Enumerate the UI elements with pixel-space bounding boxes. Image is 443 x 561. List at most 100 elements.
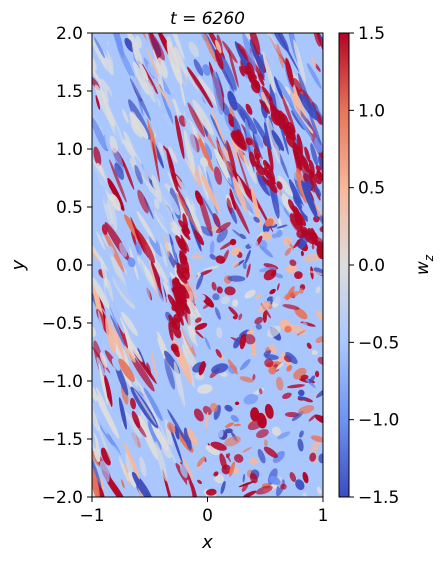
- vorticity-streak: [92, 161, 117, 202]
- vorticity-streak: [277, 175, 293, 197]
- vorticity-streak: [275, 229, 283, 238]
- vorticity-streak: [174, 98, 179, 117]
- vorticity-streak: [282, 304, 300, 310]
- vorticity-streak: [235, 401, 240, 406]
- vorticity-streak: [203, 265, 220, 271]
- vorticity-streak: [264, 403, 274, 419]
- vorticity-streak: [216, 286, 223, 294]
- vorticity-streak: [109, 444, 122, 460]
- vorticity-streak: [246, 329, 255, 336]
- vorticity-streak: [292, 195, 303, 210]
- vorticity-streak: [250, 341, 257, 357]
- x-tick-label: −1: [79, 506, 104, 526]
- vorticity-streak: [155, 441, 168, 482]
- vorticity-streak: [121, 158, 135, 190]
- vorticity-streak: [179, 250, 188, 261]
- vorticity-streak: [210, 402, 219, 413]
- vorticity-streak: [256, 376, 268, 388]
- vorticity-streak: [227, 359, 238, 375]
- colorbar-tick-label: −0.5: [358, 333, 399, 353]
- vorticity-streak: [263, 167, 271, 179]
- vorticity-streak: [181, 267, 190, 281]
- vorticity-streak: [234, 102, 258, 134]
- vorticity-streak: [152, 141, 160, 183]
- vorticity-streak: [267, 141, 274, 171]
- vorticity-streak: [173, 242, 178, 254]
- vorticity-streak: [215, 348, 222, 358]
- vorticity-streak: [263, 350, 271, 357]
- vorticity-streak: [118, 397, 127, 430]
- vorticity-streak: [114, 162, 125, 180]
- vorticity-streak: [297, 438, 304, 452]
- vorticity-streak: [285, 57, 294, 88]
- vorticity-streak: [224, 436, 241, 447]
- vorticity-streak: [186, 460, 193, 471]
- vorticity-streak: [188, 119, 200, 140]
- vorticity-streak: [92, 55, 97, 72]
- vorticity-streak: [220, 480, 226, 495]
- vorticity-streak: [212, 70, 224, 116]
- vorticity-streak: [92, 403, 108, 435]
- vorticity-streak: [294, 271, 303, 280]
- vorticity-streak: [282, 392, 292, 400]
- vorticity-streak: [258, 388, 263, 395]
- vorticity-streak: [211, 108, 226, 145]
- vorticity-streak: [315, 286, 321, 294]
- vorticity-streak: [124, 37, 135, 52]
- vorticity-streak: [297, 395, 308, 401]
- vorticity-streak: [276, 376, 284, 391]
- vorticity-streak: [314, 414, 323, 424]
- vorticity-streak: [107, 177, 125, 212]
- vorticity-streak: [243, 154, 257, 184]
- vorticity-streak: [168, 146, 178, 164]
- y-tick-label: 0.0: [56, 256, 83, 276]
- vorticity-streak: [103, 38, 126, 82]
- vorticity-streak: [211, 281, 217, 291]
- vorticity-streak: [307, 270, 323, 276]
- vorticity-streak: [135, 298, 147, 324]
- vorticity-streak: [241, 482, 249, 492]
- vorticity-streak: [226, 140, 237, 175]
- vorticity-streak: [100, 447, 111, 466]
- vorticity-streak: [98, 410, 110, 435]
- vorticity-streak: [319, 33, 323, 46]
- vorticity-streak: [306, 352, 313, 362]
- vorticity-streak: [160, 204, 173, 223]
- vorticity-streak: [176, 308, 184, 326]
- vorticity-streak: [227, 90, 238, 111]
- vorticity-streak: [201, 173, 221, 213]
- vorticity-streak: [167, 33, 185, 60]
- vorticity-streak: [146, 47, 161, 80]
- vorticity-streak: [124, 86, 131, 99]
- vorticity-streak: [166, 148, 179, 192]
- vorticity-streak: [302, 471, 309, 484]
- vorticity-streak: [196, 456, 206, 467]
- vorticity-streak: [304, 146, 311, 163]
- vorticity-streak: [271, 130, 285, 152]
- vorticity-streak: [136, 211, 157, 244]
- vorticity-streak: [255, 163, 266, 176]
- colorbar-tick-label: 0.5: [358, 179, 385, 199]
- vorticity-streak: [138, 414, 159, 460]
- vorticity-streak: [179, 395, 189, 422]
- vorticity-streak: [113, 323, 125, 364]
- vorticity-streak: [239, 333, 247, 350]
- vorticity-streak: [232, 299, 239, 307]
- vorticity-streak: [315, 165, 322, 172]
- vorticity-streak: [310, 435, 323, 443]
- vorticity-streak: [214, 307, 221, 320]
- vorticity-streak: [239, 233, 247, 239]
- vorticity-streak: [95, 387, 107, 408]
- vorticity-streak: [298, 389, 305, 397]
- vorticity-streak: [97, 310, 107, 345]
- vorticity-streak: [134, 164, 143, 185]
- vorticity-streak: [213, 166, 223, 185]
- vorticity-streak: [146, 362, 152, 376]
- vorticity-streak: [110, 193, 121, 212]
- vorticity-streak: [316, 169, 322, 178]
- vorticity-streak: [269, 475, 281, 485]
- vorticity-streak: [300, 322, 308, 329]
- vorticity-streak: [236, 151, 253, 199]
- vorticity-streak: [131, 471, 154, 497]
- vorticity-streak: [205, 488, 217, 496]
